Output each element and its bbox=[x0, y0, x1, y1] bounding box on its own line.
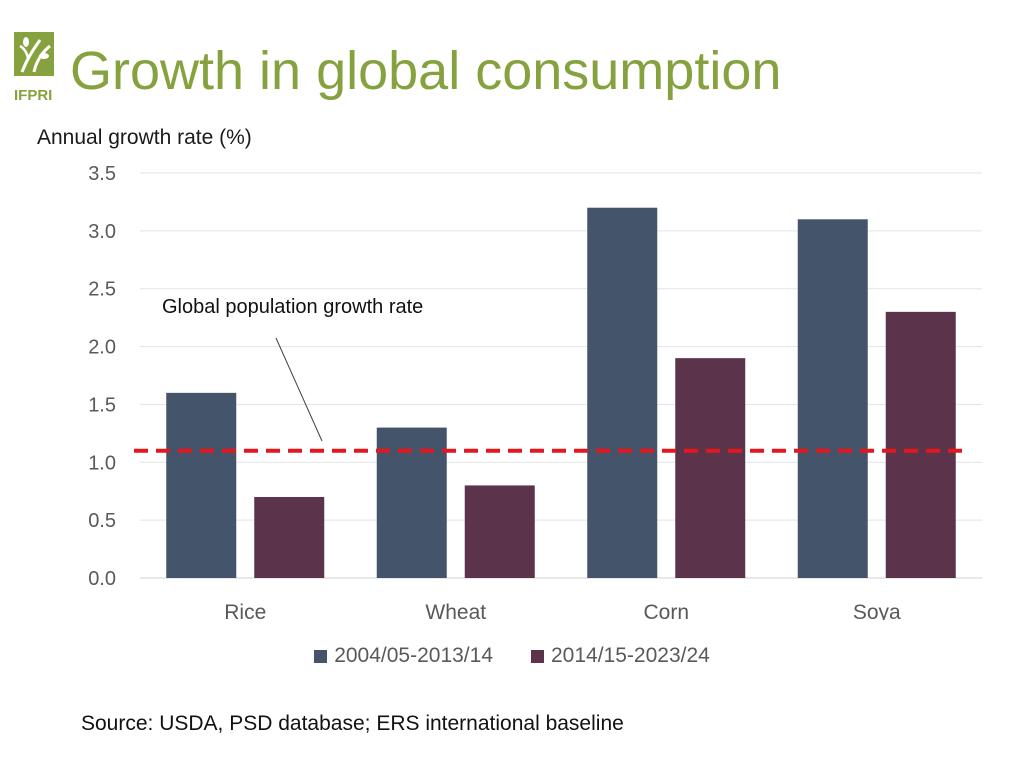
logo-text: IFPRI bbox=[14, 87, 52, 104]
x-tick-label: Soya bbox=[853, 601, 901, 620]
bar-wheat-series-2 bbox=[464, 485, 535, 578]
y-tick-label: 2.5 bbox=[88, 279, 116, 301]
y-tick-label: 1.5 bbox=[88, 394, 116, 416]
reference-line-annotation: Global population growth rate bbox=[162, 296, 423, 318]
bar-soya-series-2 bbox=[885, 311, 956, 578]
y-tick-label: 3.5 bbox=[88, 163, 116, 185]
y-tick-label: 1.0 bbox=[88, 452, 116, 474]
annotation-leader-line bbox=[275, 337, 323, 442]
chart-legend: 2004/05-2013/14 2014/15-2023/24 bbox=[0, 644, 1024, 668]
bar-rice-series-2 bbox=[254, 497, 325, 578]
legend-item-series-1: 2004/05-2013/14 bbox=[314, 644, 493, 668]
y-tick-label: 2.0 bbox=[88, 337, 116, 359]
y-tick-label: 3.0 bbox=[88, 221, 116, 243]
legend-swatch bbox=[314, 649, 328, 663]
x-tick-label: Rice bbox=[224, 601, 266, 620]
y-tick-label: 0.5 bbox=[88, 510, 116, 532]
legend-item-series-2: 2014/15-2023/24 bbox=[531, 644, 710, 668]
x-tick-label: Wheat bbox=[425, 601, 486, 620]
legend-label: 2004/05-2013/14 bbox=[334, 644, 493, 667]
ifpri-logo: IFPRI bbox=[14, 32, 58, 104]
source-note: Source: USDA, PSD database; ERS internat… bbox=[81, 712, 624, 735]
bar-rice-series-1 bbox=[166, 392, 237, 578]
bar-soya-series-1 bbox=[797, 219, 868, 578]
bar-corn-series-2 bbox=[675, 358, 746, 578]
y-axis-label: Annual growth rate (%) bbox=[37, 126, 252, 149]
page-title: Growth in global consumption bbox=[70, 41, 782, 101]
y-tick-label: 0.0 bbox=[88, 568, 116, 590]
legend-label: 2014/15-2023/24 bbox=[551, 644, 710, 667]
bar-chart: 0.0 0.5 1.0 1.5 2.0 2.5 3.0 3.5 Rice Wheat Corn Soy… bbox=[88, 163, 982, 620]
x-tick-label: Corn bbox=[643, 601, 689, 620]
bar-corn-series-1 bbox=[587, 207, 658, 578]
legend-swatch bbox=[531, 649, 544, 663]
